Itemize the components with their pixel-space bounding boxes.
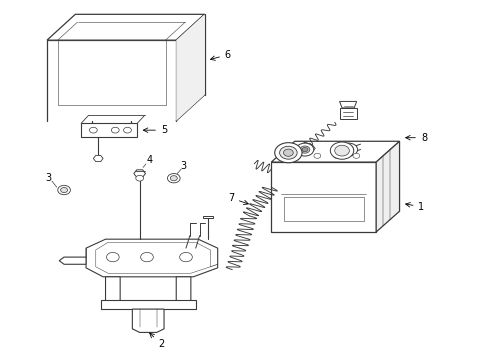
Circle shape (352, 153, 359, 158)
Circle shape (300, 146, 309, 153)
Circle shape (296, 143, 313, 156)
Text: 3: 3 (180, 161, 186, 171)
Polygon shape (271, 141, 399, 162)
Polygon shape (93, 156, 103, 162)
Circle shape (279, 146, 297, 159)
Circle shape (333, 153, 340, 158)
Circle shape (343, 146, 353, 153)
Circle shape (170, 176, 177, 181)
Circle shape (58, 185, 70, 195)
Text: 5: 5 (143, 125, 167, 135)
Circle shape (111, 127, 119, 133)
Circle shape (123, 127, 131, 133)
Circle shape (339, 143, 357, 156)
Text: 7: 7 (227, 193, 248, 204)
Polygon shape (375, 141, 399, 232)
Circle shape (334, 145, 348, 156)
Polygon shape (305, 145, 315, 152)
Circle shape (345, 148, 351, 152)
Text: 3: 3 (45, 173, 51, 183)
Circle shape (302, 148, 307, 152)
Text: 4: 4 (146, 155, 152, 165)
Circle shape (141, 252, 153, 262)
Text: 2: 2 (149, 333, 164, 349)
Circle shape (167, 174, 180, 183)
Polygon shape (339, 102, 356, 108)
Polygon shape (59, 257, 86, 264)
Polygon shape (101, 300, 195, 309)
Circle shape (283, 149, 293, 156)
Circle shape (136, 175, 143, 181)
Circle shape (330, 142, 353, 159)
Circle shape (89, 127, 97, 133)
Polygon shape (105, 277, 120, 304)
Polygon shape (339, 108, 356, 119)
Text: 1: 1 (405, 202, 424, 212)
Circle shape (179, 252, 192, 262)
Circle shape (313, 153, 320, 158)
Polygon shape (203, 216, 212, 218)
Text: 6: 6 (210, 50, 230, 60)
Polygon shape (134, 170, 145, 177)
Polygon shape (86, 239, 217, 277)
Polygon shape (47, 14, 204, 40)
Polygon shape (81, 123, 137, 137)
Text: 8: 8 (405, 133, 426, 143)
Polygon shape (176, 277, 190, 304)
Polygon shape (132, 309, 163, 332)
Polygon shape (271, 162, 375, 232)
Circle shape (106, 252, 119, 262)
Circle shape (61, 188, 67, 193)
Circle shape (274, 143, 302, 163)
Polygon shape (176, 14, 204, 121)
